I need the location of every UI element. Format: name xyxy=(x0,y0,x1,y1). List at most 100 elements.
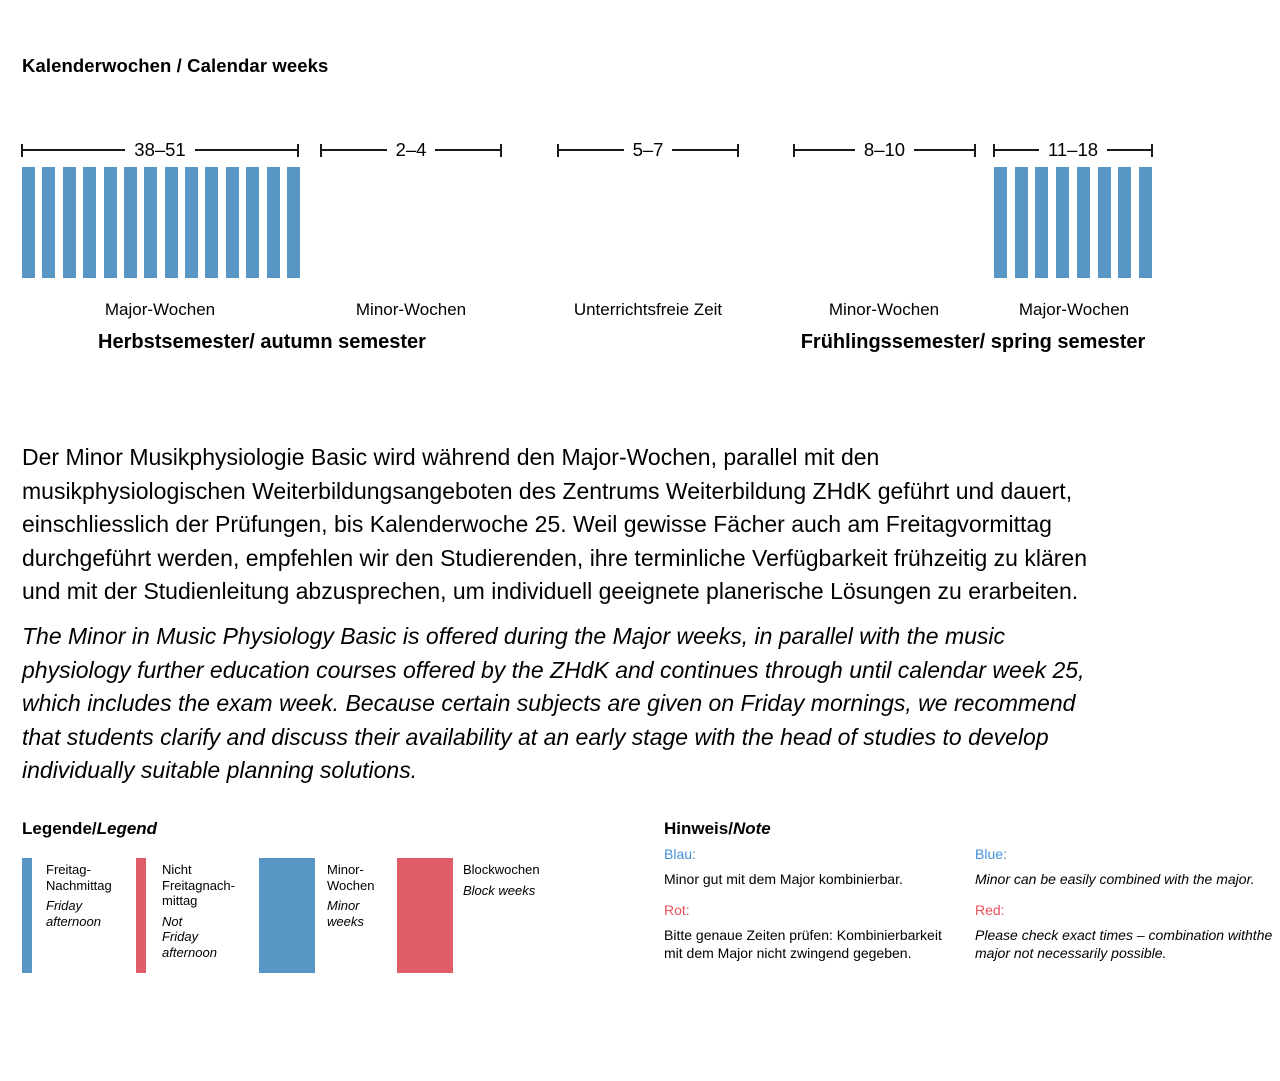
week-bar xyxy=(22,167,35,278)
week-range-bracket-11-18: 11–18 xyxy=(993,137,1154,163)
week-range-bracket-8-10: 8–10 xyxy=(793,137,976,163)
legend-swatch-friday-afternoon xyxy=(22,858,32,973)
text-line: durchgeführt werden, empfehlen wir den S… xyxy=(22,544,1087,571)
text-line: afternoon xyxy=(162,944,217,960)
note-heading-red: Red: xyxy=(975,902,1005,918)
bracket-tick-icon xyxy=(793,143,795,157)
bracket-tick-icon xyxy=(500,143,502,157)
week-type-label-major-autumn: Major-Wochen xyxy=(104,300,216,319)
week-bar xyxy=(164,167,178,278)
legend-label-german: Blockwochen xyxy=(463,862,593,878)
week-range-label: 2–4 xyxy=(395,139,427,160)
week-bar xyxy=(83,167,97,278)
week-bar xyxy=(1014,167,1028,278)
text-line: Blockwochen xyxy=(463,862,540,877)
notes-column-english: Blue: Minor can be easily combined with … xyxy=(975,845,1275,975)
week-type-label-major-spring: Major-Wochen xyxy=(1018,300,1130,319)
text-line: which includes the exam week. Because ce… xyxy=(22,690,1076,717)
text-line: Friday xyxy=(46,898,83,913)
bracket-tick-icon xyxy=(557,143,559,157)
week-range-bracket-38-51: 38–51 xyxy=(21,137,300,163)
week-bar xyxy=(205,167,219,278)
week-range-bracket-2-4: 2–4 xyxy=(320,137,502,163)
legend-label-english: Block weeks xyxy=(463,883,593,899)
bracket-tick-icon xyxy=(320,143,322,157)
week-bar xyxy=(1035,167,1049,278)
bracket-tick-icon xyxy=(993,143,995,157)
notes-title-english: Note xyxy=(732,819,771,838)
legend-label-german: Freitag- Nachmittag xyxy=(46,862,136,893)
legend-title-german: Legende/ xyxy=(22,819,97,838)
note-body-red: Please check exact times – combination w… xyxy=(975,927,1273,961)
week-bar xyxy=(1097,167,1111,278)
bracket-line xyxy=(914,149,974,151)
page-title: Kalenderwochen / Calendar weeks xyxy=(22,55,329,76)
legend-label-english: Not Friday afternoon xyxy=(162,914,257,961)
week-bar xyxy=(1118,167,1132,278)
bracket-line xyxy=(435,149,500,151)
text-line: Der Minor Musikphysiologie Basic wird wä… xyxy=(22,444,880,470)
text-line: individually suitable planning solutions… xyxy=(22,757,418,784)
week-bar xyxy=(103,167,117,278)
paragraph-german: Der Minor Musikphysiologie Basic wird wä… xyxy=(22,441,1267,609)
text-line: physiology further education courses off… xyxy=(22,656,1085,683)
week-bar xyxy=(246,167,260,278)
note-heading-blue: Blue: xyxy=(975,846,1007,862)
week-bar xyxy=(225,167,239,278)
legend-title-english: Legend xyxy=(96,819,158,838)
text-line: und mit der Studienleitung abzusprechen,… xyxy=(22,578,1079,605)
text-line: Nachmittag xyxy=(46,877,112,893)
legend-title: Legende/Legend xyxy=(22,819,157,839)
major-weeks-bars-autumn xyxy=(22,167,300,278)
notes-title: Hinweis/Note xyxy=(664,819,771,839)
paragraph-english: The Minor in Music Physiology Basic is o… xyxy=(22,620,1267,788)
legend-swatch-block-weeks xyxy=(397,858,453,973)
legend-label-english: Minor weeks xyxy=(327,898,407,929)
bracket-line xyxy=(995,149,1039,151)
bracket-line xyxy=(559,149,624,151)
week-type-label-minor-spring: Minor-Wochen xyxy=(828,300,940,319)
week-range-bracket-5-7: 5–7 xyxy=(557,137,739,163)
text-line: Wochen xyxy=(327,877,375,893)
bracket-line xyxy=(194,149,298,151)
week-bar xyxy=(144,167,158,278)
bracket-line xyxy=(795,149,855,151)
week-bar xyxy=(42,167,56,278)
legend-label-german: Nicht Freitagnach-mittag xyxy=(162,862,257,909)
text-line: Minor- xyxy=(327,862,364,877)
legend-item-block-weeks: Blockwochen Block weeks xyxy=(463,862,593,898)
week-range-label: 5–7 xyxy=(632,139,664,160)
week-range-label: 11–18 xyxy=(1047,139,1099,160)
week-bar xyxy=(266,167,280,278)
text-line: Freitag- xyxy=(46,862,91,877)
text-line: The Minor in Music Physiology Basic is o… xyxy=(22,623,1006,649)
bracket-tick-icon xyxy=(297,143,300,157)
note-heading-blau: Blau: xyxy=(664,846,696,862)
legend-swatch-minor-weeks xyxy=(259,858,315,973)
week-bar xyxy=(994,167,1007,278)
text-line: weeks xyxy=(327,913,364,929)
legend-swatch-not-friday-afternoon xyxy=(136,858,146,973)
week-bar xyxy=(1138,167,1152,278)
text-line: Freitagnach- xyxy=(162,877,235,893)
note-body-blue: Minor can be easily combined with the ma… xyxy=(975,871,1255,887)
bracket-line xyxy=(23,149,126,151)
note-heading-rot: Rot: xyxy=(664,902,690,918)
text-line: Block weeks xyxy=(463,882,536,898)
bracket-line xyxy=(672,149,737,151)
bracket-tick-icon xyxy=(974,143,976,157)
week-bar xyxy=(123,167,137,278)
bracket-line xyxy=(322,149,387,151)
text-line: musikphysiologischen Weiterbildungsangeb… xyxy=(22,477,1073,504)
week-bar xyxy=(1076,167,1090,278)
week-range-label: 38–51 xyxy=(134,139,186,160)
text-line: einschliesslich der Prüfungen, bis Kalen… xyxy=(22,511,1052,538)
week-type-label-teaching-free: Unterrichtsfreie Zeit xyxy=(573,300,723,319)
week-range-label: 8–10 xyxy=(863,139,906,160)
text-line: that students clarify and discuss their … xyxy=(22,723,1049,750)
bracket-line xyxy=(1107,149,1152,151)
legend-label-english: Friday afternoon xyxy=(46,898,136,929)
text-line: Nicht xyxy=(162,862,192,877)
major-weeks-bars-spring xyxy=(994,167,1152,278)
